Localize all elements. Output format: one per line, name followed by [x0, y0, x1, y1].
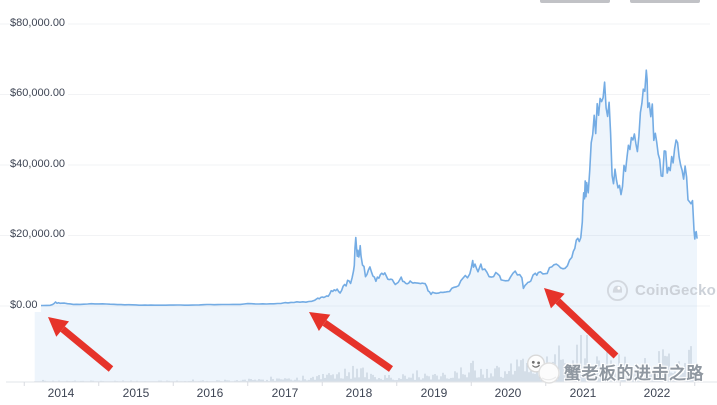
coingecko-watermark-label: CoinGecko: [635, 282, 716, 299]
volume-bars: [34, 335, 698, 382]
grid-lines: [0, 23, 710, 307]
price-area-fill: [34, 70, 697, 382]
price-line: [33, 69, 698, 307]
x-axis-label: 2021: [569, 386, 597, 400]
x-axis-label: 2014: [47, 386, 75, 400]
y-axis-label: $20,000.00: [10, 228, 69, 241]
x-axis-label: 2020: [494, 386, 522, 400]
x-axis-label: 2015: [122, 386, 150, 400]
y-axis-label: $40,000.00: [10, 158, 69, 171]
x-axis-label: 2019: [420, 386, 448, 400]
watermark-emoji-icon: [526, 354, 560, 384]
red-arrow-annotations: [48, 288, 619, 372]
coingecko-logo-icon: [606, 279, 629, 302]
x-axis-label: 2017: [271, 386, 299, 400]
y-axis-label: $0.00: [10, 299, 41, 312]
x-axis-label: 2022: [643, 386, 671, 400]
x-axis-line: [6, 381, 717, 386]
channel-watermark-text: 蟹老板的进击之路: [564, 364, 704, 383]
y-axis-label: $80,000.00: [10, 17, 69, 30]
x-axis-label: 2018: [345, 386, 373, 400]
x-axis-label: 2016: [196, 386, 224, 400]
coingecko-watermark: CoinGecko: [606, 279, 716, 302]
cropped-range-button-1[interactable]: [540, 0, 610, 3]
channel-watermark: 蟹老板的进击之路: [524, 353, 704, 385]
cropped-range-button-2[interactable]: [630, 0, 700, 3]
y-axis-label: $60,000.00: [10, 87, 69, 100]
